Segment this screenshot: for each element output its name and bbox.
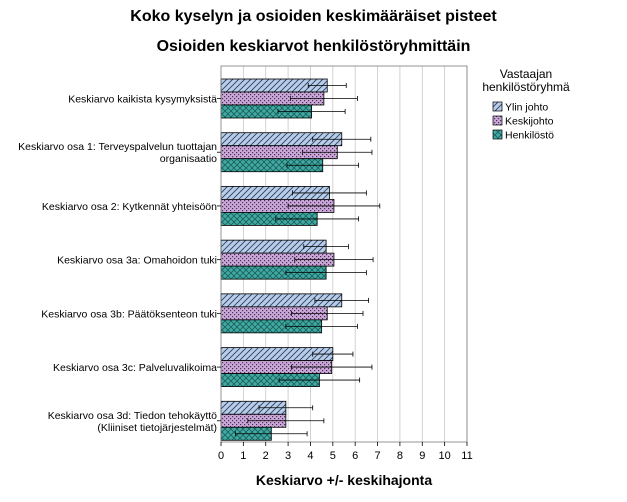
- x-axis-title: Keskiarvo +/- keskihajonta: [256, 472, 432, 488]
- legend-label: Henkilöstö: [505, 130, 554, 142]
- category-label: Keskiarvo osa 3b: Päätöksenteon tuki: [41, 308, 217, 320]
- legend-swatch: [492, 129, 503, 140]
- legend-swatch: [492, 101, 503, 112]
- axes: 0 1 2 3 4 5 6 7 8 9 10 11 Keskiarvo +/- keskihajonta…: [18, 65, 473, 488]
- x-tick-label: 5: [330, 450, 336, 462]
- category-label-line: (Kliiniset tietojärjestelmät): [97, 422, 217, 434]
- x-tick-label: 3: [285, 450, 291, 462]
- bars: [220, 78, 381, 441]
- plot-frame: [220, 65, 468, 443]
- category-label: Keskiarvo kaikista kysymyksistä: [68, 94, 217, 106]
- category-label-line: Keskiarvo osa 2: Kytkennät yhteisöön: [42, 201, 217, 213]
- category-label-line: organisaatio: [160, 153, 217, 165]
- legend-label: Ylin johto: [505, 102, 548, 114]
- category-label: Keskiarvo osa 3d: Tiedon tehokäyttö (Klii…: [48, 410, 217, 434]
- x-tick-label: 0: [218, 450, 224, 462]
- legend-label: Keskijohto: [505, 116, 554, 128]
- x-tick-label: 11: [461, 450, 472, 462]
- legend-title: Vastaajan: [500, 67, 552, 81]
- category-label: Keskiarvo osa 1: Terveyspalvelun tuottaj…: [18, 141, 217, 165]
- category-label-line: Keskiarvo osa 1: Terveyspalvelun tuottaj…: [18, 141, 217, 153]
- chart-title: Koko kyselyn ja osioiden keskimääräiset …: [130, 8, 497, 25]
- category-label-line: Keskiarvo kaikista kysymyksistä: [68, 94, 217, 106]
- legend-swatch: [492, 115, 503, 126]
- category-label-line: Keskiarvo osa 3c: Palveluvalikoima: [53, 362, 217, 374]
- x-tick-label: 10: [439, 450, 451, 462]
- chart-subtitle: Osioiden keskiarvot henkilöstöryhmittäin: [156, 38, 471, 55]
- x-tick-label: 9: [419, 450, 425, 462]
- legend-title: henkilöstöryhmä: [482, 80, 570, 94]
- x-tick-label: 1: [240, 450, 246, 462]
- x-tick-label: 2: [263, 450, 269, 462]
- category-label-line: Keskiarvo osa 3d: Tiedon tehokäyttö: [48, 410, 217, 422]
- category-label-line: Keskiarvo osa 3b: Päätöksenteon tuki: [41, 308, 217, 320]
- x-tick-label: 7: [374, 450, 380, 462]
- x-tick-label: 4: [307, 450, 313, 462]
- category-label-line: Keskiarvo osa 3a: Omahoidon tuki: [57, 255, 217, 267]
- x-tick-label: 8: [397, 450, 403, 462]
- category-label: Keskiarvo osa 2: Kytkennät yhteisöön: [42, 201, 217, 213]
- category-label: Keskiarvo osa 3c: Palveluvalikoima: [53, 362, 217, 374]
- x-tick-label: 6: [352, 450, 358, 462]
- category-label: Keskiarvo osa 3a: Omahoidon tuki: [57, 255, 217, 267]
